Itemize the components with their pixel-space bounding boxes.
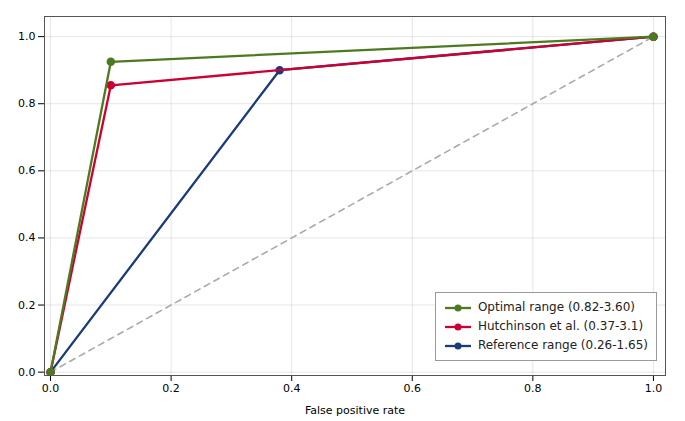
svg-text:0.0: 0.0 (42, 382, 60, 395)
html-text:Reference range (0.26-1.65): Reference range (0.26-1.65) (477, 338, 648, 352)
svg-text:0.4: 0.4 (283, 382, 301, 395)
svg-text:0.2: 0.2 (18, 299, 36, 312)
svg-text:0.8: 0.8 (524, 382, 542, 395)
svg-text:0.4: 0.4 (18, 231, 36, 244)
svg-text:1.0: 1.0 (18, 30, 36, 43)
svg-text:1.0: 1.0 (645, 382, 663, 395)
html-text:Hutchinson et al. (0.37-3.1): Hutchinson et al. (0.37-3.1) (477, 319, 644, 333)
svg-text:0.6: 0.6 (404, 382, 422, 395)
svg-text:0.8: 0.8 (18, 97, 36, 110)
svg-text:False positive rate: False positive rate (305, 404, 405, 417)
html-text:Optimal range (0.82-3.60): Optimal range (0.82-3.60) (477, 300, 635, 314)
svg-text:0.6: 0.6 (18, 164, 36, 177)
svg-text:0.2: 0.2 (162, 382, 180, 395)
svg-text:0.0: 0.0 (18, 366, 36, 379)
